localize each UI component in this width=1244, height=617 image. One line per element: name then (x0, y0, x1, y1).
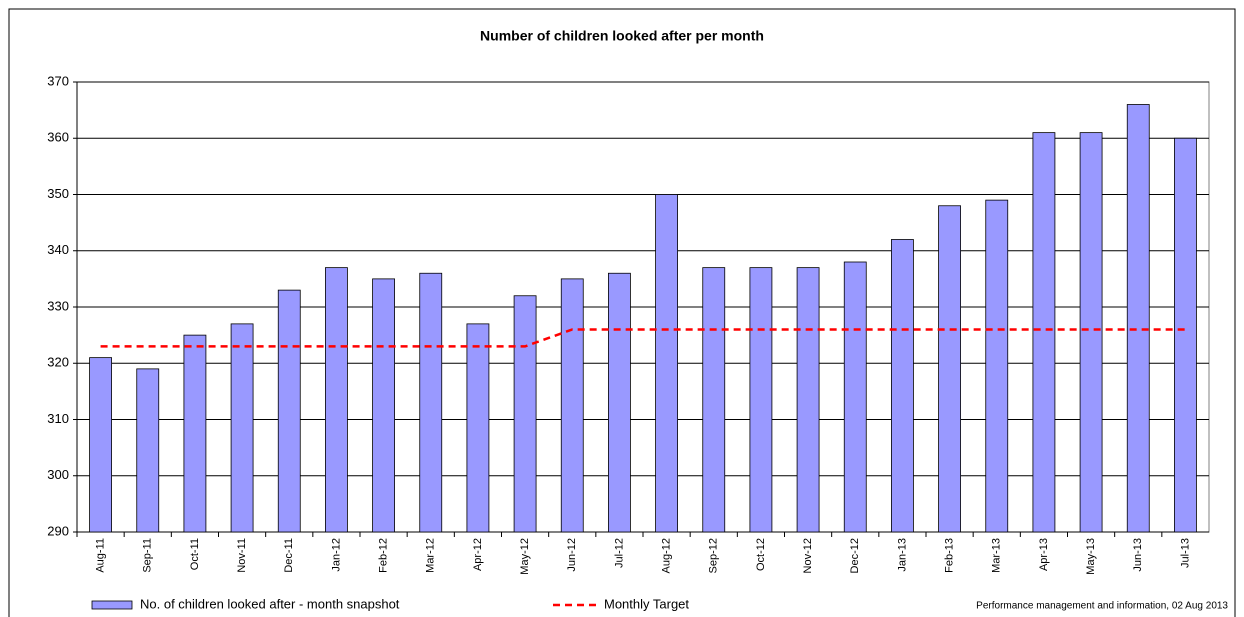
x-tick-label: Jun-12 (566, 538, 578, 572)
y-tick-label: 340 (47, 242, 69, 257)
target-line (100, 328, 1186, 348)
legend-label: Monthly Target (604, 596, 689, 611)
bar (89, 357, 112, 533)
bar (843, 261, 867, 533)
x-tick-label: Jul-12 (613, 538, 625, 568)
x-tick-label: Dec-11 (283, 538, 295, 573)
x-tick-label: Aug-12 (660, 538, 672, 573)
chart-border (8, 8, 1236, 617)
legend-label: No. of children looked after - month sna… (140, 596, 400, 611)
x-tick-label: Jan-13 (896, 538, 908, 572)
bar (230, 323, 254, 533)
x-tick-label: Aug-11 (94, 538, 106, 573)
x-tick-label: Feb-12 (377, 538, 389, 573)
bar (655, 194, 678, 533)
x-tick-label: Jul-13 (1179, 538, 1191, 568)
bar (277, 289, 301, 533)
x-tick-label: Apr-13 (1038, 538, 1050, 571)
bar (1126, 104, 1150, 533)
x-tick-label: Jan-12 (330, 538, 342, 572)
footnote: Performance management and information, … (976, 601, 1228, 612)
bar (136, 368, 160, 533)
x-tick-label: Apr-12 (472, 538, 484, 571)
bar (560, 278, 584, 533)
bar (608, 272, 631, 533)
y-tick-label: 310 (47, 411, 69, 426)
x-tick-label: Nov-11 (236, 538, 248, 573)
x-tick-label: Feb-13 (943, 538, 955, 573)
x-tick-label: Nov-12 (802, 538, 814, 573)
bar (325, 267, 348, 533)
y-tick-label: 290 (47, 523, 69, 538)
bar (1174, 137, 1197, 533)
bar (891, 239, 914, 533)
chart-title: Number of children looked after per mont… (480, 28, 764, 44)
x-tick-label: May-12 (519, 538, 531, 575)
y-tick-label: 350 (47, 186, 69, 201)
y-tick-label: 330 (47, 298, 69, 313)
bar (1079, 132, 1103, 533)
bar (749, 267, 773, 533)
bar (1032, 132, 1056, 533)
x-tick-label: Sep-12 (708, 538, 720, 573)
x-tick-label: Oct-12 (755, 538, 767, 571)
y-tick-label: 360 (47, 130, 69, 145)
legend-swatch (91, 600, 133, 610)
y-tick-label: 300 (47, 467, 69, 482)
bar (796, 267, 820, 533)
bar (938, 205, 961, 533)
bar (513, 295, 537, 533)
y-tick-label: 370 (47, 73, 69, 88)
x-tick-label: Mar-13 (991, 538, 1003, 573)
x-tick-label: Sep-11 (142, 538, 154, 573)
x-tick-label: May-13 (1085, 538, 1097, 575)
y-tick-label: 320 (47, 355, 69, 370)
x-tick-label: Dec-12 (849, 538, 861, 573)
x-tick-label: Oct-11 (189, 538, 201, 570)
bar (702, 267, 726, 533)
bar (466, 323, 490, 533)
x-tick-label: Jun-13 (1132, 538, 1144, 572)
bar (985, 199, 1009, 533)
x-tick-label: Mar-12 (425, 538, 437, 573)
bar (372, 278, 395, 533)
bar (183, 334, 207, 533)
bar (419, 272, 443, 533)
